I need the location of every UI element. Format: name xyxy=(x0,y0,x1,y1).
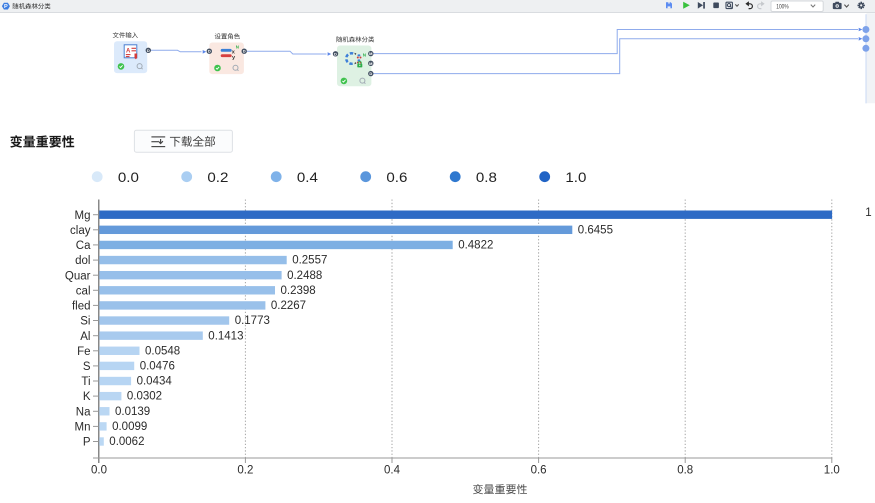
svg-text:fled: fled xyxy=(72,301,91,313)
svg-text:x: x xyxy=(232,49,236,55)
svg-text:Ti: Ti xyxy=(81,376,90,388)
svg-text:Na: Na xyxy=(76,406,91,418)
svg-text:Quar: Quar xyxy=(65,270,91,282)
svg-text:S: S xyxy=(83,361,91,373)
svg-text:0.0434: 0.0434 xyxy=(137,376,173,388)
svg-text:0.4: 0.4 xyxy=(297,170,318,186)
svg-text:A: A xyxy=(126,49,131,55)
svg-text:Mn: Mn xyxy=(75,422,91,434)
svg-text:0.0476: 0.0476 xyxy=(140,361,175,373)
svg-text:0.2557: 0.2557 xyxy=(292,255,327,267)
svg-text:clay: clay xyxy=(70,225,91,237)
svg-text:1.0: 1.0 xyxy=(824,465,840,477)
svg-text:0.0139: 0.0139 xyxy=(115,406,150,418)
svg-text:0.8: 0.8 xyxy=(476,170,497,186)
svg-text:0.2398: 0.2398 xyxy=(281,285,316,297)
svg-text:N: N xyxy=(363,52,367,57)
svg-text:0.0548: 0.0548 xyxy=(145,345,180,357)
svg-text:0.0302: 0.0302 xyxy=(127,391,162,403)
svg-text:0.1413: 0.1413 xyxy=(208,330,243,342)
svg-text:100%: 100% xyxy=(776,3,789,10)
svg-text:M: M xyxy=(369,51,373,56)
svg-text:D: D xyxy=(334,51,337,56)
svg-text:y: y xyxy=(232,55,236,61)
svg-text:0.6: 0.6 xyxy=(531,465,547,477)
svg-text:0.4: 0.4 xyxy=(384,465,401,477)
svg-text:0.1773: 0.1773 xyxy=(235,315,270,327)
svg-text:Al: Al xyxy=(80,331,90,343)
svg-text:1: 1 xyxy=(865,207,871,219)
svg-text:0.2: 0.2 xyxy=(207,170,228,186)
svg-text:0.6: 0.6 xyxy=(386,170,407,186)
svg-text:0.4822: 0.4822 xyxy=(458,240,493,252)
svg-text:K: K xyxy=(83,391,91,403)
svg-text:D: D xyxy=(147,48,150,53)
svg-text:P: P xyxy=(83,437,91,449)
svg-text:0.8: 0.8 xyxy=(677,465,693,477)
svg-text:0.0: 0.0 xyxy=(91,465,107,477)
svg-text:Mg: Mg xyxy=(75,210,91,222)
svg-text:1.0: 1.0 xyxy=(565,170,586,186)
svg-text:dol: dol xyxy=(75,255,90,267)
svg-text:N: N xyxy=(236,44,239,49)
svg-text:0.0062: 0.0062 xyxy=(109,436,144,448)
svg-text:M: M xyxy=(369,61,373,66)
svg-text:0.6455: 0.6455 xyxy=(578,224,613,236)
svg-text:0.2: 0.2 xyxy=(237,465,253,477)
svg-text:0.0099: 0.0099 xyxy=(112,421,147,433)
svg-text:P: P xyxy=(4,4,8,10)
svg-text:D: D xyxy=(243,49,246,54)
svg-text:Ca: Ca xyxy=(76,240,91,252)
svg-text:Si: Si xyxy=(80,316,90,328)
svg-text:0.0: 0.0 xyxy=(118,170,139,186)
svg-text:D: D xyxy=(208,49,211,54)
svg-text:0.2488: 0.2488 xyxy=(287,270,322,282)
svg-text:Fe: Fe xyxy=(77,346,90,358)
svg-text:D: D xyxy=(369,71,372,76)
svg-text:cal: cal xyxy=(76,285,91,297)
svg-text:0.2267: 0.2267 xyxy=(271,300,306,312)
